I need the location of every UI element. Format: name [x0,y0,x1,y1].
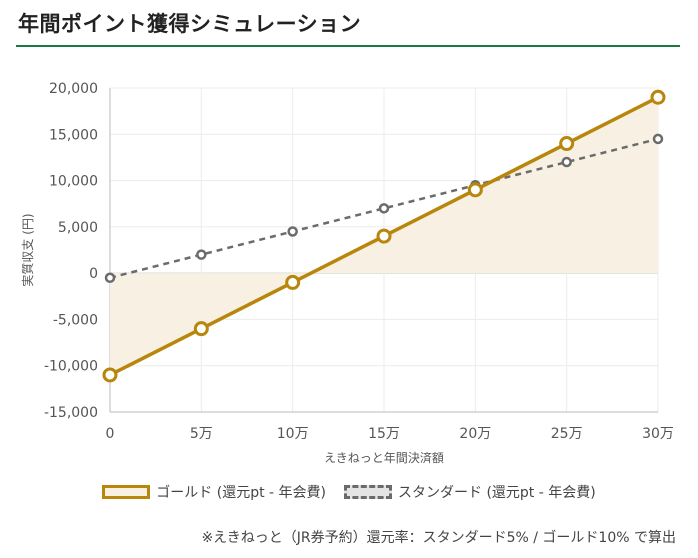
data-point-gold [467,182,483,198]
title-divider [16,45,680,47]
x-tick-label: 5万 [190,426,213,442]
x-tick-label: 0 [106,426,115,442]
y-tick-label: 15,000 [49,127,98,143]
data-point-standard [378,203,390,214]
legend-swatch-standard [344,485,392,499]
x-tick-label: 30万 [642,426,674,442]
data-point-standard [652,133,664,145]
x-tick-label: 15万 [368,426,400,442]
data-point-standard [561,156,572,168]
footnote: ※えきねっと（JR券予約）還元率：スタンダード5% / ゴールド10% で算出 [201,530,676,546]
x-tick-label: 10万 [277,426,309,442]
y-tick-label: 5,000 [58,220,98,236]
y-tick-label: -15,000 [44,405,98,421]
data-point-gold [376,228,392,244]
y-tick-label: -5,000 [53,312,98,328]
legend-item-standard[interactable]: スタンダード (還元pt - 年会費) [344,482,596,502]
data-point-gold [650,89,666,105]
data-point-gold [193,321,209,337]
y-tick-label: -10,000 [44,359,98,375]
data-point-standard [287,226,298,237]
data-point-gold [559,136,575,152]
data-point-standard [104,272,116,284]
x-tick-label: 20万 [459,426,491,442]
y-tick-label: 20,000 [49,81,98,97]
line-chart: 20,000 15,000 10,000 5,000 0 -5,000 -10,000 -15… [20,81,674,465]
legend-item-gold[interactable]: ゴールド (還元pt - 年会費) [102,482,326,502]
page-title: 年間ポイント獲得シミュレーション [18,12,362,36]
data-point-gold [102,367,118,383]
x-tick-label: 25万 [551,426,583,442]
legend-label-standard: スタンダード (還元pt - 年会費) [398,485,596,501]
chart-legend: ゴールド (還元pt - 年会費) スタンダード (還元pt - 年会費) [0,482,698,502]
legend-label-gold: ゴールド (還元pt - 年会費) [156,485,326,501]
legend-swatch-gold [102,485,151,499]
y-tick-label: 0 [89,266,98,282]
y-axis-title: 実質収支 (円) [20,213,35,286]
data-point-standard [196,249,207,260]
x-axis-title: えきねっと年間決済額 [324,450,444,465]
data-point-gold [285,274,301,290]
y-tick-label: 10,000 [49,174,98,190]
